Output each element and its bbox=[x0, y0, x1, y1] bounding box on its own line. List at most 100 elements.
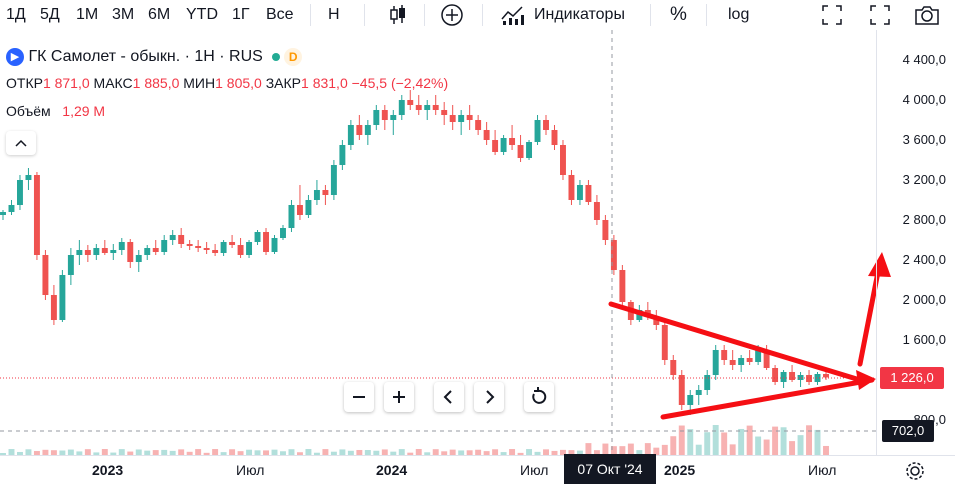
candle-body[interactable] bbox=[526, 142, 533, 158]
timeframe-ytd-button[interactable]: YTD bbox=[186, 6, 218, 23]
candle-body[interactable] bbox=[560, 145, 566, 175]
candle-body[interactable] bbox=[67, 255, 74, 275]
legend-collapse-button[interactable] bbox=[6, 131, 36, 155]
candle-body[interactable] bbox=[712, 350, 719, 375]
candle-body[interactable] bbox=[169, 235, 176, 240]
candle-body[interactable] bbox=[339, 145, 346, 165]
candle-body[interactable] bbox=[772, 368, 779, 382]
log-scale-button[interactable]: log bbox=[728, 6, 750, 23]
timeframe-all-button[interactable]: Все bbox=[266, 6, 294, 23]
candle-body[interactable] bbox=[50, 295, 57, 320]
candle-body[interactable] bbox=[288, 205, 295, 228]
candle-body[interactable] bbox=[203, 248, 210, 250]
candle-body[interactable] bbox=[806, 375, 813, 382]
candle-body[interactable] bbox=[220, 242, 227, 253]
fit-screen-icon[interactable] bbox=[820, 3, 844, 27]
candle-body[interactable] bbox=[458, 115, 465, 122]
candle-body[interactable] bbox=[280, 228, 286, 238]
candle-body[interactable] bbox=[721, 350, 728, 360]
candle-body[interactable] bbox=[704, 375, 711, 390]
candle-body[interactable] bbox=[661, 325, 668, 360]
breakout-arrow-shaft[interactable] bbox=[857, 269, 881, 367]
candle-body[interactable] bbox=[576, 185, 583, 200]
candle-body[interactable] bbox=[195, 246, 202, 248]
candle-body[interactable] bbox=[398, 100, 405, 115]
candle-body[interactable] bbox=[441, 110, 448, 115]
candle-body[interactable] bbox=[76, 250, 83, 255]
candle-body[interactable] bbox=[568, 175, 575, 200]
candle-body[interactable] bbox=[254, 232, 261, 242]
candle-body[interactable] bbox=[110, 250, 117, 253]
candle-body[interactable] bbox=[84, 250, 91, 255]
candle-style-icon[interactable] bbox=[386, 3, 410, 27]
candle-body[interactable] bbox=[8, 205, 15, 212]
candle-body[interactable] bbox=[543, 120, 549, 130]
candle-body[interactable] bbox=[152, 248, 159, 252]
candle-body[interactable] bbox=[780, 372, 787, 382]
candle-body[interactable] bbox=[271, 238, 278, 252]
reset-chart-button[interactable] bbox=[524, 382, 554, 412]
indicators-icon[interactable] bbox=[500, 3, 524, 27]
timeframe-1m-button[interactable]: 1М bbox=[76, 6, 99, 23]
candle-body[interactable] bbox=[305, 200, 312, 215]
candle-body[interactable] bbox=[670, 360, 677, 375]
candle-body[interactable] bbox=[814, 374, 821, 382]
candle-body[interactable] bbox=[475, 120, 482, 130]
candle-body[interactable] bbox=[653, 317, 660, 325]
candle-body[interactable] bbox=[729, 360, 736, 365]
candle-body[interactable] bbox=[118, 242, 125, 250]
candle-body[interactable] bbox=[619, 270, 626, 302]
candle-body[interactable] bbox=[466, 115, 473, 120]
candle-body[interactable] bbox=[551, 130, 558, 145]
data-delay-badge[interactable]: D bbox=[284, 48, 303, 66]
candle-body[interactable] bbox=[424, 105, 431, 110]
candle-body[interactable] bbox=[746, 358, 753, 362]
candle-body[interactable] bbox=[347, 125, 354, 145]
indicators-button[interactable]: Индикаторы bbox=[534, 6, 625, 23]
candle-body[interactable] bbox=[373, 110, 380, 125]
candle-body[interactable] bbox=[687, 395, 694, 405]
candle-body[interactable] bbox=[500, 138, 507, 152]
candle-body[interactable] bbox=[738, 358, 745, 365]
candle-body[interactable] bbox=[789, 372, 796, 380]
candle-body[interactable] bbox=[0, 212, 6, 215]
candle-body[interactable] bbox=[263, 232, 269, 252]
candle-body[interactable] bbox=[517, 145, 524, 158]
candle-body[interactable] bbox=[93, 248, 100, 255]
candle-body[interactable] bbox=[763, 350, 770, 368]
candle-body[interactable] bbox=[101, 248, 108, 253]
candle-body[interactable] bbox=[593, 202, 600, 220]
resistance-trendline[interactable] bbox=[608, 301, 863, 383]
candle-body[interactable] bbox=[695, 390, 702, 395]
candle-body[interactable] bbox=[330, 165, 337, 195]
timeframe-1d-button[interactable]: 1Д bbox=[6, 6, 26, 23]
candle-body[interactable] bbox=[364, 125, 371, 135]
chart-settings-icon[interactable] bbox=[904, 460, 926, 482]
candle-body[interactable] bbox=[797, 375, 804, 380]
candle-body[interactable] bbox=[390, 115, 397, 120]
candle-body[interactable] bbox=[585, 185, 592, 202]
percent-scale-button[interactable]: % bbox=[670, 4, 687, 25]
candle-body[interactable] bbox=[178, 235, 185, 244]
fullscreen-icon[interactable] bbox=[868, 3, 892, 27]
candle-body[interactable] bbox=[127, 242, 134, 262]
compare-add-icon[interactable] bbox=[440, 3, 464, 27]
candle-body[interactable] bbox=[381, 110, 388, 120]
candle-body[interactable] bbox=[483, 130, 490, 140]
candle-body[interactable] bbox=[610, 240, 617, 270]
candle-body[interactable] bbox=[25, 175, 32, 180]
candle-body[interactable] bbox=[313, 190, 320, 200]
candle-body[interactable] bbox=[229, 242, 236, 245]
symbol-title[interactable]: ГК Самолет - обыкн. · 1Н · RUS bbox=[28, 48, 263, 66]
interval-button[interactable]: Н bbox=[328, 6, 340, 23]
scroll-left-button[interactable] bbox=[434, 382, 464, 412]
candle-body[interactable] bbox=[296, 205, 303, 215]
candle-body[interactable] bbox=[534, 120, 541, 142]
candle-body[interactable] bbox=[678, 375, 685, 405]
candle-body[interactable] bbox=[186, 244, 193, 246]
candle-body[interactable] bbox=[322, 190, 329, 195]
candle-body[interactable] bbox=[212, 250, 219, 253]
candle-body[interactable] bbox=[407, 100, 414, 105]
candle-body[interactable] bbox=[509, 138, 516, 145]
